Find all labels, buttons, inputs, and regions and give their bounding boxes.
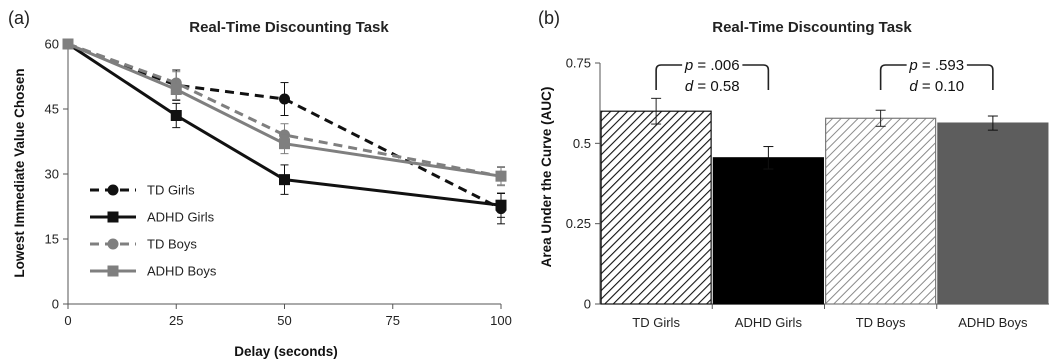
data-point-adhd-girls xyxy=(279,174,290,186)
panel-a-ticks: 0 15 30 45 60 0 25 50 75 100 xyxy=(45,37,512,329)
series-adhd-boys xyxy=(62,38,507,186)
data-point-td-girls xyxy=(279,93,290,105)
x-tick-label-td-boys: TD Boys xyxy=(856,315,906,330)
panel-b-annotations: p = .006 d = 0.58 p = .593 d = 0.10 xyxy=(655,57,994,95)
comparison-bracket-1: p = .006 d = 0.58 xyxy=(655,57,770,95)
legend-label-td-boys: TD Boys xyxy=(147,237,197,252)
data-point-adhd-boys xyxy=(279,138,290,150)
panel-b-ticks: 0 0.25 0.5 0.75 xyxy=(566,56,591,312)
panel-b-y-tick-label: 0 xyxy=(584,297,591,312)
data-point-adhd-girls xyxy=(495,199,507,211)
series-line-adhd-girls xyxy=(67,42,502,207)
panel-a-x-tick-label: 100 xyxy=(490,313,512,328)
panel-b-y-axis-label: Area Under the Curve (AUC) xyxy=(539,87,554,268)
bar-adhd-boys xyxy=(937,122,1049,305)
bar-adhd-girls xyxy=(712,157,824,305)
panel-a-series xyxy=(62,38,507,225)
effect-size-label: d = 0.10 xyxy=(909,78,964,95)
panel-a-axes xyxy=(63,43,502,309)
x-tick-label-adhd-boys: ADHD Boys xyxy=(958,315,1028,330)
legend-marker-td-girls xyxy=(107,184,119,196)
x-tick-label-td-girls: TD Girls xyxy=(632,315,680,330)
comparison-bracket-2: p = .593 d = 0.10 xyxy=(879,57,994,95)
panel-b-y-tick-label: 0.75 xyxy=(566,56,591,71)
panel-b-label: (b) xyxy=(538,8,560,28)
data-point-adhd-boys xyxy=(170,84,182,95)
panel-b-y-tick-label: 0.25 xyxy=(566,216,591,231)
data-point-adhd-girls xyxy=(170,110,182,121)
x-tick-label-adhd-girls: ADHD Girls xyxy=(735,315,803,330)
panel-a-title: Real-Time Discounting Task xyxy=(189,19,389,36)
legend-marker-adhd-boys xyxy=(107,265,119,277)
series-line-td-boys xyxy=(67,42,502,178)
panel-a-label: (a) xyxy=(8,8,30,28)
panel-a-legend: TD Girls ADHD Girls TD Boys ADHD Boys xyxy=(90,183,217,279)
panel-a-x-tick-label: 25 xyxy=(169,313,183,328)
legend-label-td-girls: TD Girls xyxy=(147,183,195,198)
legend-marker-adhd-girls xyxy=(107,211,119,223)
panel-b-bars: TD Girls ADHD Girls TD Boys ADHD Boys xyxy=(600,97,1049,330)
data-point-adhd-boys xyxy=(495,170,507,182)
panel-a-x-tick-label: 75 xyxy=(386,313,400,328)
panel-a-x-tick-label: 0 xyxy=(64,313,71,328)
legend-label-adhd-girls: ADHD Girls xyxy=(147,210,215,225)
p-value-label: p = .593 xyxy=(908,57,964,74)
data-point-adhd-boys xyxy=(62,38,74,50)
panel-a-y-tick-label: 0 xyxy=(52,297,59,312)
panel-b-title: Real-Time Discounting Task xyxy=(712,19,912,36)
effect-size-label: d = 0.58 xyxy=(685,78,740,95)
panel-a-y-tick-label: 15 xyxy=(45,232,59,247)
bracket-line xyxy=(655,64,770,90)
panel-a-y-tick-label: 60 xyxy=(45,37,59,52)
series-line-td-girls xyxy=(67,42,502,211)
panel-a-y-axis-label: Lowest Immediate Value Chosen xyxy=(12,68,27,277)
p-value-label: p = .006 xyxy=(684,57,740,74)
panel-a-x-axis-label: Delay (seconds) xyxy=(234,344,338,359)
panel-a-x-tick-label: 50 xyxy=(277,313,291,328)
series-line-adhd-boys xyxy=(67,42,502,178)
panel-b-y-tick-label: 0.5 xyxy=(573,136,591,151)
legend-marker-td-boys xyxy=(107,238,119,250)
bar-td-girls xyxy=(600,110,712,305)
panel-a-y-tick-label: 30 xyxy=(45,167,59,182)
bracket-line xyxy=(879,64,994,90)
panel-a-y-tick-label: 45 xyxy=(45,102,59,117)
bar-td-boys xyxy=(825,117,937,305)
legend-label-adhd-boys: ADHD Boys xyxy=(147,264,217,279)
